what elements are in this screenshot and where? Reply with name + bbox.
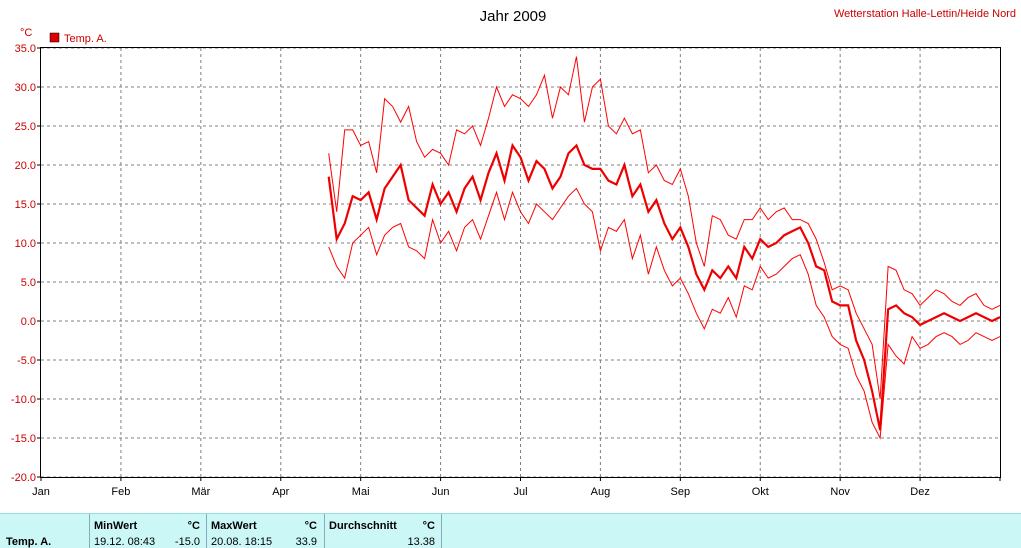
series-min-line bbox=[328, 187, 1001, 440]
x-tick-label: Mai bbox=[352, 486, 370, 498]
x-axis-ticks: Jan Feb Mär Apr Mai Jun Jul Aug Sep Okt Nov Dez bbox=[32, 477, 1001, 498]
x-tick-label: Nov bbox=[830, 486, 850, 498]
x-tick-label: Apr bbox=[272, 486, 289, 498]
y-tick-label: -10.0 bbox=[11, 394, 36, 406]
source-label: Wetterstation Halle-Lettin/Heide Nord bbox=[834, 8, 1016, 20]
y-tick-label: 0.0 bbox=[21, 316, 36, 328]
avg-header: Durchschnitt bbox=[329, 520, 397, 532]
min-timestamp: 19.12. 08:43 bbox=[94, 536, 156, 548]
x-tick-label: Aug bbox=[591, 486, 611, 498]
max-unit: °C bbox=[304, 520, 317, 532]
avg-value: 13.38 bbox=[407, 536, 435, 548]
y-tick-label: 25.0 bbox=[15, 121, 36, 133]
y-tick-label: -20.0 bbox=[11, 472, 36, 484]
max-header: MaxWert bbox=[211, 520, 257, 532]
x-tick-label: Jul bbox=[513, 486, 527, 498]
grid-lines bbox=[41, 47, 1000, 478]
y-tick-label: 15.0 bbox=[15, 199, 36, 211]
min-value: -15.0 bbox=[174, 536, 200, 548]
y-tick-label: 35.0 bbox=[15, 43, 36, 55]
temperature-chart: Jahr 2009 Wetterstation Halle-Lettin/Hei… bbox=[11, 8, 1016, 498]
plot-frame bbox=[40, 47, 1001, 478]
x-tick-label: Mär bbox=[191, 486, 210, 498]
plot-area bbox=[327, 56, 1001, 440]
y-axis-ticks: -20.0 -15.0 -10.0 -5.0 0.0 5.0 10.0 15.0 20.0 25.… bbox=[11, 43, 41, 484]
max-timestamp: 20.08. 18:15 bbox=[211, 536, 273, 548]
y-axis-unit-label: °C bbox=[20, 27, 32, 39]
stats-row-label: Temp. A. bbox=[6, 536, 52, 548]
min-header: MinWert bbox=[94, 520, 138, 532]
max-value: 33.9 bbox=[295, 536, 317, 548]
legend-label: Temp. A. bbox=[64, 33, 107, 45]
x-tick-label: Feb bbox=[111, 486, 130, 498]
max-value-panel: MaxWert °C 20.08. 18:15 33.9 bbox=[206, 514, 323, 548]
chart-title: Jahr 2009 bbox=[480, 8, 547, 25]
x-tick-label: Jun bbox=[432, 486, 450, 498]
y-tick-label: 20.0 bbox=[15, 160, 36, 172]
y-tick-label: 5.0 bbox=[21, 277, 36, 289]
y-tick-label: 10.0 bbox=[15, 238, 36, 250]
y-tick-label: -15.0 bbox=[11, 433, 36, 445]
avg-unit: °C bbox=[422, 520, 435, 532]
x-tick-label: Dez bbox=[910, 486, 930, 498]
y-tick-label: 30.0 bbox=[15, 82, 36, 94]
series-max-line bbox=[328, 56, 1001, 400]
min-value-panel: MinWert °C 19.12. 08:43 -15.0 bbox=[89, 514, 206, 548]
x-tick-label: Sep bbox=[671, 486, 691, 498]
series-mean-line bbox=[327, 142, 1001, 431]
x-tick-label: Jan bbox=[32, 486, 50, 498]
x-tick-label: Okt bbox=[752, 486, 769, 498]
statistics-bar: Temp. A. MinWert °C 19.12. 08:43 -15.0 M… bbox=[0, 513, 1021, 548]
min-unit: °C bbox=[187, 520, 200, 532]
average-value-panel: Durchschnitt °C 13.38 bbox=[324, 514, 442, 548]
y-tick-label: -5.0 bbox=[17, 355, 36, 367]
legend-swatch bbox=[49, 32, 60, 43]
